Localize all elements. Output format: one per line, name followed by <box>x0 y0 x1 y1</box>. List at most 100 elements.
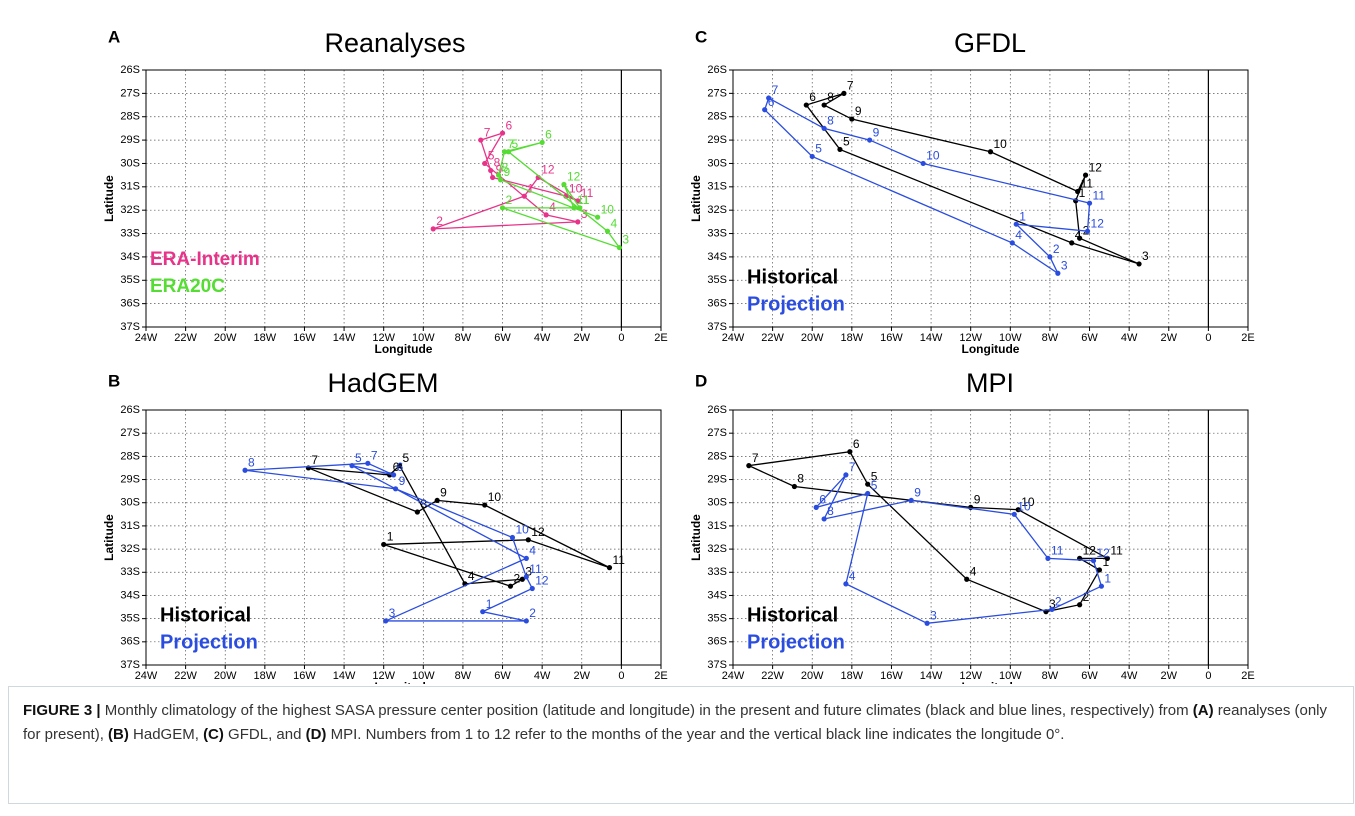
month-label: 8 <box>797 472 804 486</box>
x-tick-label: 6W <box>1081 332 1098 344</box>
point <box>1013 221 1019 227</box>
x-tick-label: 4W <box>534 332 551 344</box>
month-label: 2 <box>529 606 536 620</box>
point <box>1096 567 1103 573</box>
point <box>847 449 853 455</box>
point <box>595 214 601 220</box>
month-label: 5 <box>488 149 495 163</box>
panel-letter: B <box>108 371 120 390</box>
caption-text: (D) <box>305 726 327 743</box>
point <box>499 130 506 136</box>
point <box>575 219 581 225</box>
point <box>841 90 847 96</box>
legend-entry: Projection <box>747 293 845 315</box>
y-axis-label: Latitude <box>689 175 703 222</box>
y-tick-label: 34S <box>120 589 140 601</box>
y-tick-label: 30S <box>120 157 140 169</box>
month-label: 5 <box>871 469 878 483</box>
point <box>843 581 849 587</box>
month-label: 1 <box>583 193 590 207</box>
y-tick-label: 31S <box>707 181 727 193</box>
month-label: 12 <box>535 574 549 588</box>
x-tick-label: 14W <box>920 670 943 682</box>
x-tick-label: 18W <box>841 670 864 682</box>
point <box>1049 606 1055 612</box>
point <box>1055 270 1061 276</box>
x-tick-label: 6W <box>1081 670 1098 682</box>
month-label: 11 <box>1051 544 1064 558</box>
month-label: 1 <box>1104 571 1111 585</box>
x-tick-label: 24W <box>722 332 745 344</box>
caption-text: reanalyses (only for present), <box>23 702 1332 743</box>
month-label: 12 <box>1083 544 1097 558</box>
series-line <box>763 97 1091 276</box>
point <box>1104 555 1110 561</box>
month-label: 7 <box>508 137 515 151</box>
point <box>525 537 531 543</box>
y-tick-label: 29S <box>707 134 727 146</box>
month-label: 12 <box>567 170 581 184</box>
point <box>1098 583 1105 589</box>
y-tick-label: 28S <box>707 450 727 462</box>
month-label: 12 <box>541 163 555 177</box>
x-tick-label: 22W <box>174 332 197 344</box>
month-label: 8 <box>494 156 501 170</box>
y-tick-label: 36S <box>120 636 140 648</box>
point <box>821 516 827 522</box>
month-label: 12 <box>1089 160 1103 174</box>
point <box>396 463 403 469</box>
y-tick-label: 30S <box>707 497 727 509</box>
legend-entry: Historical <box>160 604 251 626</box>
point <box>390 472 397 478</box>
x-tick-label: 8W <box>455 332 472 344</box>
month-label: 9 <box>440 486 447 500</box>
x-tick-label: 6W <box>494 670 511 682</box>
point <box>791 483 798 490</box>
month-label: 5 <box>403 451 410 465</box>
month-label: 10 <box>1021 495 1035 509</box>
x-tick-label: 24W <box>135 670 158 682</box>
month-label: 9 <box>504 165 511 179</box>
x-tick-label: 22W <box>174 670 197 682</box>
x-tick-label: 2E <box>654 670 667 682</box>
x-tick-label: 0 <box>1205 332 1211 344</box>
month-label: 2 <box>1053 242 1060 256</box>
point <box>507 583 514 589</box>
x-tick-label: 4W <box>1121 670 1138 682</box>
month-label: 1 <box>387 530 394 544</box>
point <box>1075 188 1081 195</box>
y-tick-label: 34S <box>120 251 140 263</box>
x-axis-label: Longitude <box>962 342 1020 356</box>
month-label: 6 <box>397 460 404 474</box>
y-tick-label: 27S <box>707 427 727 439</box>
point <box>1047 254 1053 260</box>
month-label: 6 <box>768 95 775 109</box>
point <box>1086 200 1093 206</box>
legend-entry: Historical <box>747 604 838 626</box>
x-tick-label: 2W <box>1161 332 1178 344</box>
y-tick-label: 30S <box>707 157 727 169</box>
x-tick-label: 20W <box>801 332 824 344</box>
point <box>478 137 484 143</box>
x-tick-label: 20W <box>801 670 824 682</box>
point <box>519 576 525 582</box>
caption-text: FIGURE 3 | <box>23 702 101 719</box>
month-label: 2 <box>506 193 513 207</box>
x-tick-label: 24W <box>135 332 158 344</box>
legend-entry: Projection <box>747 631 845 653</box>
point <box>867 137 873 143</box>
x-tick-label: 8W <box>1042 670 1059 682</box>
month-label: 11 <box>613 553 626 567</box>
month-label: 7 <box>371 448 378 462</box>
point <box>242 467 248 473</box>
month-label: 4 <box>1075 228 1082 242</box>
month-label: 3 <box>581 207 588 221</box>
month-label: 11 <box>577 193 590 207</box>
x-axis-label: Longitude <box>375 342 433 356</box>
point <box>539 139 545 146</box>
point <box>482 160 488 167</box>
point <box>1136 261 1142 267</box>
month-label: 12 <box>1097 546 1111 560</box>
month-label: 7 <box>484 125 491 139</box>
